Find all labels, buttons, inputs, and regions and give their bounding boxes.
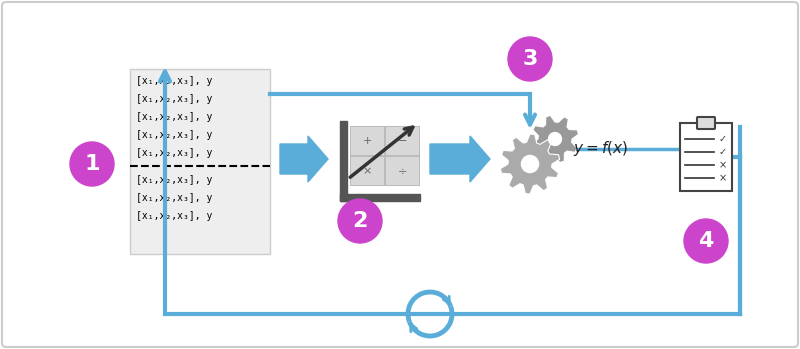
FancyArrow shape bbox=[280, 136, 328, 182]
Text: 3: 3 bbox=[522, 49, 538, 69]
Text: [x₁,x₂,x₃], y: [x₁,x₂,x₃], y bbox=[136, 148, 212, 158]
FancyBboxPatch shape bbox=[351, 157, 384, 185]
Text: [x₁,x₂,x₃], y: [x₁,x₂,x₃], y bbox=[136, 130, 212, 140]
Text: ×: × bbox=[363, 166, 372, 176]
Text: 4: 4 bbox=[698, 231, 714, 251]
Text: ×: × bbox=[719, 160, 727, 170]
Text: [x₁,x₂,x₃], y: [x₁,x₂,x₃], y bbox=[136, 112, 212, 122]
Text: ✓: ✓ bbox=[719, 147, 727, 157]
Polygon shape bbox=[531, 116, 578, 163]
Circle shape bbox=[684, 219, 728, 263]
Text: −: − bbox=[398, 136, 407, 146]
Polygon shape bbox=[340, 121, 347, 201]
Text: ÷: ÷ bbox=[398, 166, 407, 176]
Text: [x₁,x₂,x₃], y: [x₁,x₂,x₃], y bbox=[136, 94, 212, 104]
Text: ✓: ✓ bbox=[719, 134, 727, 144]
Circle shape bbox=[521, 155, 539, 173]
Polygon shape bbox=[500, 134, 560, 194]
Circle shape bbox=[548, 132, 562, 146]
Polygon shape bbox=[340, 194, 420, 201]
Circle shape bbox=[70, 142, 114, 186]
Text: ×: × bbox=[719, 173, 727, 183]
FancyBboxPatch shape bbox=[130, 69, 270, 254]
FancyBboxPatch shape bbox=[350, 126, 420, 186]
Text: $\mathit{y} = \mathit{f}(\mathit{x})$: $\mathit{y} = \mathit{f}(\mathit{x})$ bbox=[573, 140, 628, 158]
Text: [x₁,x₂,x₃], y: [x₁,x₂,x₃], y bbox=[136, 76, 212, 86]
FancyBboxPatch shape bbox=[697, 117, 715, 129]
FancyBboxPatch shape bbox=[386, 157, 419, 185]
Text: [x₁,x₂,x₃], y: [x₁,x₂,x₃], y bbox=[136, 175, 212, 185]
Circle shape bbox=[338, 199, 382, 243]
Text: +: + bbox=[363, 136, 372, 146]
Text: 1: 1 bbox=[84, 154, 100, 174]
Text: [x₁,x₂,x₃], y: [x₁,x₂,x₃], y bbox=[136, 211, 212, 221]
Text: 2: 2 bbox=[352, 211, 368, 231]
FancyBboxPatch shape bbox=[680, 123, 732, 191]
FancyBboxPatch shape bbox=[386, 127, 419, 155]
Text: [x₁,x₂,x₃], y: [x₁,x₂,x₃], y bbox=[136, 193, 212, 203]
FancyBboxPatch shape bbox=[351, 127, 384, 155]
FancyArrow shape bbox=[430, 136, 490, 182]
Circle shape bbox=[508, 37, 552, 81]
